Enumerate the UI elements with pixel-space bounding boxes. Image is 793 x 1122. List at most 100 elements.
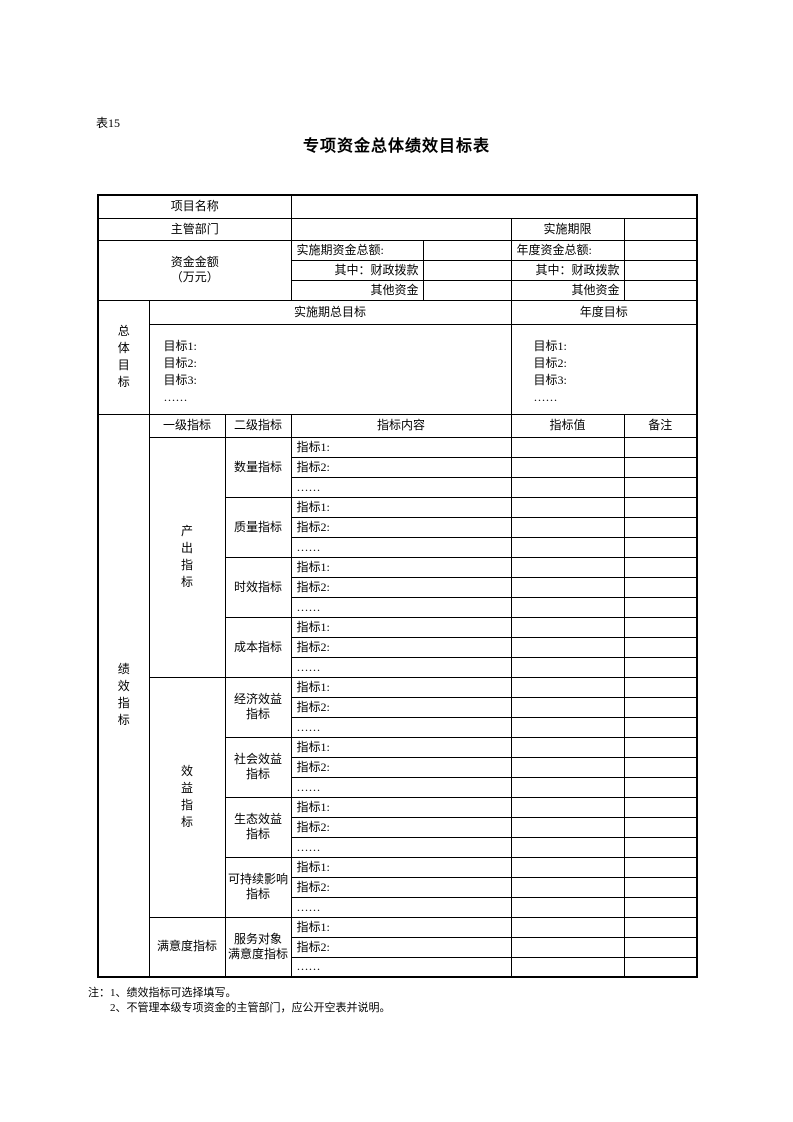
indicator-content-cell: …… — [290, 656, 512, 678]
remark-cell — [623, 916, 698, 938]
level2-social-benefit-cell: 社会效益 指标 — [224, 736, 292, 798]
annual-total-label: 年度资金总额: — [510, 239, 625, 261]
goal-item: …… — [163, 390, 188, 404]
indicator-content-cell: 指标1: — [290, 556, 512, 578]
benefit-indicator-vertical-text: 效益指标 — [180, 764, 193, 829]
remark-cell — [623, 696, 698, 718]
level2-timeliness-indicator-cell: 时效指标 — [224, 556, 292, 618]
level2-cost-indicator-cell: 成本指标 — [224, 616, 292, 678]
level2-economic-benefit-cell: 经济效益 指标 — [224, 676, 292, 738]
annual-fiscal-label: 其中：财政拨款 — [510, 259, 625, 281]
indicator-content-cell: 指标1: — [290, 736, 512, 758]
goal-item: 目标2: — [163, 356, 197, 370]
project-name-value-cell — [290, 194, 698, 219]
indicator-content-cell: …… — [290, 956, 512, 978]
footnotes: 注：1、绩效指标可选择填写。 2、不管理本级专项资金的主管部门，应公开空表并说明… — [88, 986, 391, 1016]
remark-cell — [623, 496, 698, 518]
level2-quantity-indicator-cell: 数量指标 — [224, 436, 292, 498]
form-number: 表15 — [96, 116, 121, 130]
indicator-content-cell: 指标2: — [290, 576, 512, 598]
indicator-content-cell: 指标1: — [290, 616, 512, 638]
remark-header: 备注 — [623, 413, 698, 438]
goal-item: 目标3: — [163, 373, 197, 387]
indicator-content-cell: 指标2: — [290, 756, 512, 778]
indicator-value-cell — [510, 956, 625, 978]
indicator-value-cell — [510, 716, 625, 738]
remark-cell — [623, 796, 698, 818]
indicator-content-cell: …… — [290, 716, 512, 738]
indicator-value-cell — [510, 676, 625, 698]
remark-cell — [623, 456, 698, 478]
level2-quality-indicator-cell: 质量指标 — [224, 496, 292, 558]
indicator-value-cell — [510, 596, 625, 618]
impl-goals-list: 目标1: 目标2: 目标3: …… — [150, 328, 510, 410]
indicator-content-cell: 指标2: — [290, 456, 512, 478]
indicator-value-cell — [510, 776, 625, 798]
indicator-content-cell: …… — [290, 836, 512, 858]
annual-other-value-cell — [623, 279, 698, 301]
remark-cell — [623, 756, 698, 778]
performance-indicator-vertical-text: 绩效指标 — [117, 662, 130, 728]
indicator-value-cell — [510, 576, 625, 598]
remark-cell — [623, 676, 698, 698]
performance-indicator-row-label: 绩效指标 — [97, 413, 150, 978]
indicator-content-cell: 指标2: — [290, 936, 512, 958]
page-title: 专项资金总体绩效目标表 — [302, 138, 490, 155]
remark-cell — [623, 536, 698, 558]
impl-goals-cell: 目标1: 目标2: 目标3: …… — [148, 323, 512, 415]
fund-amount-label: 资金金额 （万元） — [97, 239, 292, 301]
remark-cell — [623, 776, 698, 798]
indicator-content-cell: 指标1: — [290, 796, 512, 818]
department-label: 主管部门 — [97, 217, 292, 241]
remark-cell — [623, 876, 698, 898]
indicator-content-cell: 指标1: — [290, 496, 512, 518]
goal-item: 目标3: — [533, 373, 567, 387]
level1-indicator-header: 一级指标 — [148, 413, 226, 438]
impl-period-target-header: 实施期总目标 — [148, 299, 512, 325]
remark-cell — [623, 556, 698, 578]
indicator-content-cell: …… — [290, 596, 512, 618]
annual-goals-list: 目标1: 目标2: 目标3: …… — [512, 328, 696, 410]
indicator-value-cell — [510, 496, 625, 518]
indicator-value-cell — [510, 616, 625, 638]
indicator-content-header: 指标内容 — [290, 413, 512, 438]
impl-total-value-cell — [422, 239, 512, 261]
goal-item: 目标2: — [533, 356, 567, 370]
indicator-value-cell — [510, 936, 625, 958]
level1-satisfaction-indicator-cell: 满意度指标 — [148, 916, 226, 978]
indicator-value-cell — [510, 736, 625, 758]
project-name-label: 项目名称 — [97, 194, 292, 219]
indicator-value-cell — [510, 796, 625, 818]
output-indicator-vertical-text: 产出指标 — [180, 524, 193, 589]
indicator-content-cell: 指标1: — [290, 916, 512, 938]
impl-total-label: 实施期资金总额: — [290, 239, 424, 261]
goal-item: 目标1: — [533, 339, 567, 353]
goal-item: …… — [533, 390, 558, 404]
level2-indicator-header: 二级指标 — [224, 413, 292, 438]
period-label: 实施期限 — [510, 217, 625, 241]
remark-cell — [623, 596, 698, 618]
annual-target-header: 年度目标 — [510, 299, 698, 325]
level1-output-indicator-cell: 产出指标 — [148, 436, 226, 678]
indicator-value-header: 指标值 — [510, 413, 625, 438]
indicator-content-cell: …… — [290, 776, 512, 798]
annual-goals-cell: 目标1: 目标2: 目标3: …… — [510, 323, 698, 415]
remark-cell — [623, 436, 698, 458]
indicator-value-cell — [510, 656, 625, 678]
footnote-2: 2、不管理本级专项资金的主管部门，应公开空表并说明。 — [110, 1002, 391, 1014]
remark-cell — [623, 616, 698, 638]
indicator-value-cell — [510, 436, 625, 458]
indicator-content-cell: 指标2: — [290, 816, 512, 838]
remark-cell — [623, 576, 698, 598]
indicator-content-cell: 指标2: — [290, 636, 512, 658]
impl-other-label: 其他资金 — [290, 279, 424, 301]
overall-target-row-label: 总体目标 — [97, 299, 150, 415]
indicator-content-cell: 指标1: — [290, 676, 512, 698]
remark-cell — [623, 716, 698, 738]
footnote-1: 注：1、绩效指标可选择填写。 — [88, 987, 237, 999]
remark-cell — [623, 636, 698, 658]
department-value-cell — [290, 217, 512, 241]
remark-cell — [623, 896, 698, 918]
indicator-content-cell: …… — [290, 536, 512, 558]
remark-cell — [623, 476, 698, 498]
